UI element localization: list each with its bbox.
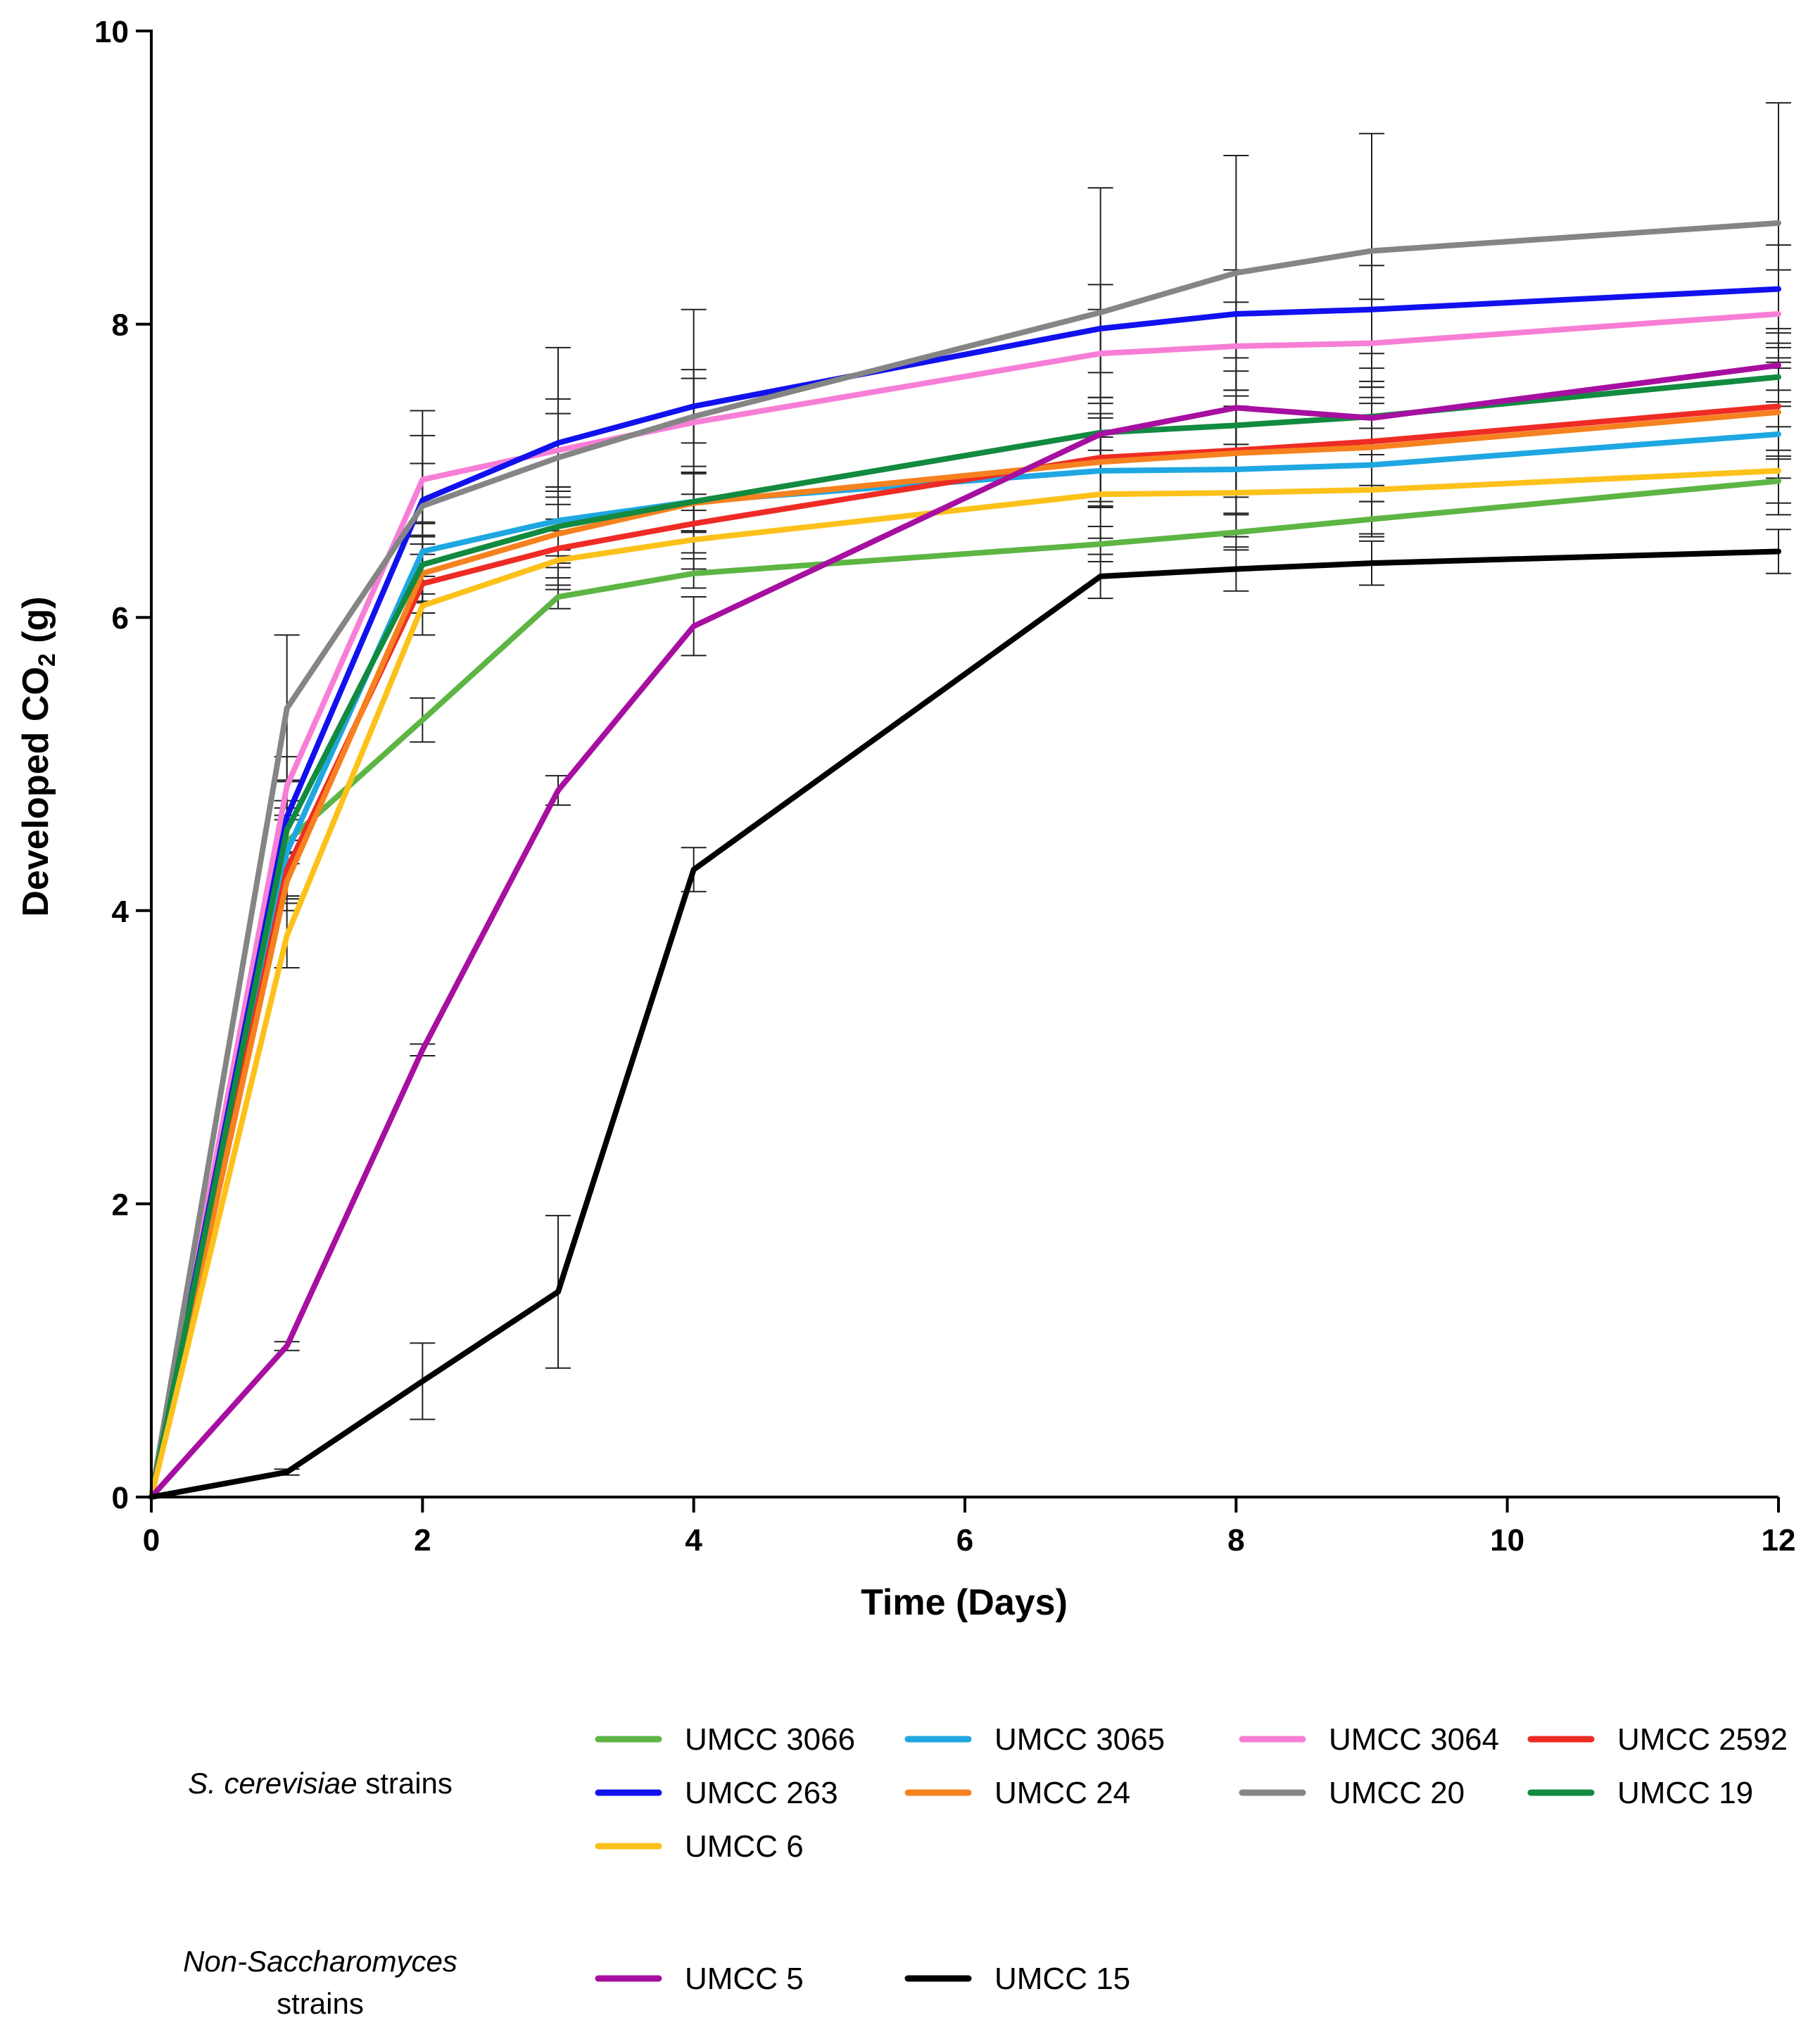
legend-label: UMCC 3066: [685, 1722, 855, 1757]
series-line-umcc-3066: [148, 478, 1781, 1500]
x-axis-title: Time (Days): [861, 1582, 1068, 1623]
legend-label: UMCC 19: [1617, 1776, 1753, 1810]
series-line-umcc-3064: [148, 311, 1781, 1500]
legend-group-nonsac-line2: strains: [277, 1987, 364, 2020]
series-line-umcc-24: [148, 409, 1781, 1500]
axes: [150, 30, 1778, 1498]
legend-item: UMCC 263: [595, 1776, 838, 1810]
x-tick-label-10: 10: [1490, 1523, 1524, 1558]
legend-label: UMCC 5: [685, 1962, 804, 1996]
legend-label: UMCC 2592: [1617, 1722, 1788, 1757]
legend-group-scer: S. cerevisiae strains: [188, 1767, 453, 1800]
legend-item: UMCC 3066: [595, 1722, 855, 1757]
legend: S. cerevisiae strains Non-Saccharomyces …: [183, 1722, 1788, 2020]
y-tick-label-6: 6: [112, 601, 129, 636]
legend-label: UMCC 20: [1329, 1776, 1465, 1810]
x-tick-label-6: 6: [956, 1523, 973, 1558]
series-line-umcc-3065: [148, 431, 1781, 1500]
y-axis-title-unit: (g): [15, 596, 56, 653]
legend-item: UMCC 20: [1239, 1776, 1465, 1810]
x-tick-label-0: 0: [143, 1523, 160, 1558]
legend-label: UMCC 6: [685, 1829, 804, 1864]
y-tick-label-4: 4: [112, 895, 129, 929]
legend-item: UMCC 15: [904, 1962, 1130, 1996]
y-tick-label-2: 2: [112, 1187, 129, 1222]
x-tick-label-12: 12: [1762, 1523, 1796, 1558]
legend-group-nonsac-line1: Non-Saccharomyces: [183, 1945, 457, 1978]
series-line-umcc-19: [148, 374, 1781, 1500]
x-tick-label-2: 2: [414, 1523, 431, 1558]
legend-item: UMCC 19: [1527, 1776, 1753, 1810]
y-tick-label-10: 10: [94, 15, 129, 49]
legend-label: UMCC 3065: [994, 1722, 1165, 1757]
legend-label: UMCC 263: [685, 1776, 838, 1810]
legend-item: UMCC 24: [904, 1776, 1130, 1810]
legend-label: UMCC 3064: [1329, 1722, 1499, 1757]
legend-items: UMCC 3066 UMCC 3065 UMCC 3064 UMCC 2592 UMCC…: [595, 1722, 1788, 1996]
series-lines: [148, 220, 1781, 1500]
x-tick-label-4: 4: [685, 1523, 702, 1558]
error-bars: [274, 102, 1791, 1476]
x-tick-label-8: 8: [1227, 1523, 1244, 1558]
legend-item: UMCC 2592: [1527, 1722, 1788, 1757]
series-line-umcc-15: [148, 548, 1781, 1500]
y-axis-title-subscript: 2: [34, 653, 61, 667]
y-tick-label-0: 0: [112, 1481, 129, 1515]
series-line-umcc-263: [148, 286, 1781, 1500]
legend-item: UMCC 6: [595, 1829, 804, 1864]
series-line-umcc-5: [148, 362, 1781, 1500]
ticks: 0 2 4 6 8 10 12 0 2 4 6 8 10: [94, 15, 1795, 1558]
legend-label: UMCC 15: [994, 1962, 1130, 1996]
y-axis-title: Developed CO2 (g): [15, 596, 61, 916]
legend-item: UMCC 3065: [904, 1722, 1165, 1757]
y-tick-label-8: 8: [112, 308, 129, 343]
series-line-umcc-20: [148, 220, 1781, 1500]
series-line-umcc-6: [148, 467, 1781, 1500]
legend-item: UMCC 5: [595, 1962, 804, 1996]
legend-label: UMCC 24: [994, 1776, 1130, 1810]
legend-item: UMCC 3064: [1239, 1722, 1499, 1757]
